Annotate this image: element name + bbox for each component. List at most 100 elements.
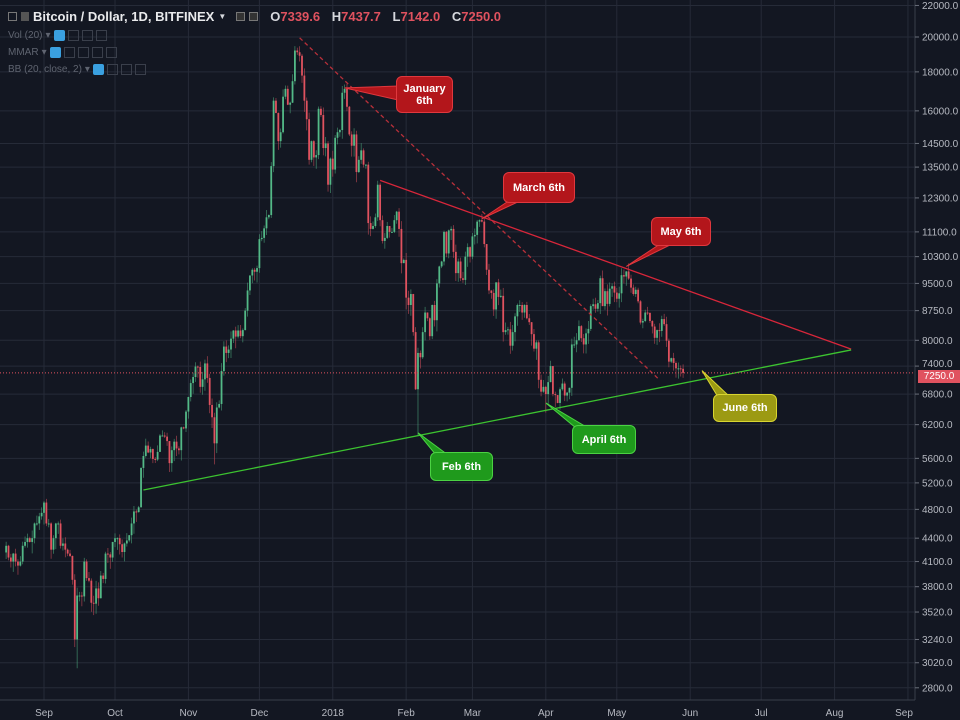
candle [667,338,670,368]
candle [199,361,202,393]
close-icon[interactable] [134,64,146,75]
y-tick-label: 3520.0 [922,608,953,619]
candle [578,320,580,341]
chevron-down-icon[interactable]: ▼ [218,12,227,21]
candle-body [419,352,422,358]
chevron-down-icon[interactable]: ▾ [45,30,51,41]
y-tick-label: 20000.0 [922,33,959,44]
collapse-icon[interactable] [8,12,17,21]
close-icon[interactable] [105,47,117,58]
candle-body [154,458,157,460]
eye-icon[interactable] [92,64,104,75]
candle-body [310,141,313,160]
candle-body [282,96,284,133]
candle-body [118,538,121,545]
chevron-down-icon[interactable]: ▾ [84,64,90,75]
candle [350,131,353,157]
eye-icon[interactable] [53,30,65,41]
candle [12,552,15,572]
candle [473,228,476,245]
candle-body [208,377,211,405]
y-tick-label: 8000.0 [922,336,953,347]
candle [495,282,497,319]
callout-april-6th[interactable]: April 6th [572,425,636,454]
candle [253,267,256,281]
y-tick-label: 3240.0 [922,635,953,646]
candle [54,522,57,550]
candle-body [35,523,38,525]
candle [462,271,464,283]
candle-body [331,158,334,170]
candle-body [618,293,621,299]
settings-icon[interactable] [249,12,259,21]
candle [596,299,599,312]
candle-body [52,538,55,550]
candle-body [592,304,595,307]
candle [679,365,682,377]
candle-body [104,553,107,579]
candle [322,107,325,156]
candle-body [218,403,221,408]
candle-body [95,588,97,604]
candle-body [535,342,538,349]
callout-march-6th[interactable]: March 6th [503,172,575,203]
settings-icon[interactable] [67,30,79,41]
callout-may-6th[interactable]: May 6th [651,217,711,246]
candle-body [348,106,351,135]
y-tick-label: 3020.0 [922,658,953,669]
candle-body [537,342,540,380]
candle [125,533,128,547]
close-icon[interactable] [95,30,107,41]
callout-january-6th[interactable]: January 6th [396,76,453,113]
candle-body [400,228,403,264]
indicator-bb[interactable]: BB (20, close, 2) ▾ [8,64,146,75]
add-icon[interactable] [120,64,132,75]
candle-body [338,130,341,133]
candle-body [386,225,389,238]
candle [452,225,455,258]
candle-body [559,389,561,403]
candle-body [5,545,8,553]
candle-body [66,549,69,554]
candle-body [28,538,31,542]
eye-icon[interactable] [236,12,246,21]
callout-feb-6th[interactable]: Feb 6th [430,452,493,481]
candle [587,320,590,344]
candle-body [47,523,50,525]
price-axis[interactable] [915,0,960,700]
y-tick-label: 8750.0 [922,306,953,317]
flag-icon[interactable] [21,12,29,21]
candle-body [59,523,62,546]
settings-icon[interactable] [63,47,75,58]
symbol-title[interactable]: Bitcoin / Dollar, 1D, BITFINEX [33,9,215,24]
indicator-mmar[interactable]: MMAR ▾ [8,47,117,58]
candle-body [625,271,628,277]
candle [123,542,126,562]
candle-body [533,334,535,349]
candle [107,547,109,564]
chevron-down-icon[interactable]: ▾ [41,47,47,58]
callout-june-6th[interactable]: June 6th [713,394,777,422]
candle [324,136,327,157]
settings-icon[interactable] [106,64,118,75]
candle [159,434,161,452]
source-icon[interactable] [77,47,89,58]
add-icon[interactable] [91,47,103,58]
eye-icon[interactable] [49,47,61,58]
candle-body [192,377,195,384]
candle-body [405,259,408,298]
candle [170,446,173,472]
x-tick-label: Sep [35,708,53,719]
candle-body [372,225,374,229]
candle [282,89,284,134]
candle [343,84,346,99]
candle-body [580,326,583,339]
candle-body [334,137,337,170]
y-tick-label: 6800.0 [922,390,953,401]
candle [476,219,479,244]
candle [258,234,261,273]
candle-body [26,538,29,542]
indicator-vol[interactable]: Vol (20) ▾ [8,30,107,41]
add-icon[interactable] [81,30,93,41]
